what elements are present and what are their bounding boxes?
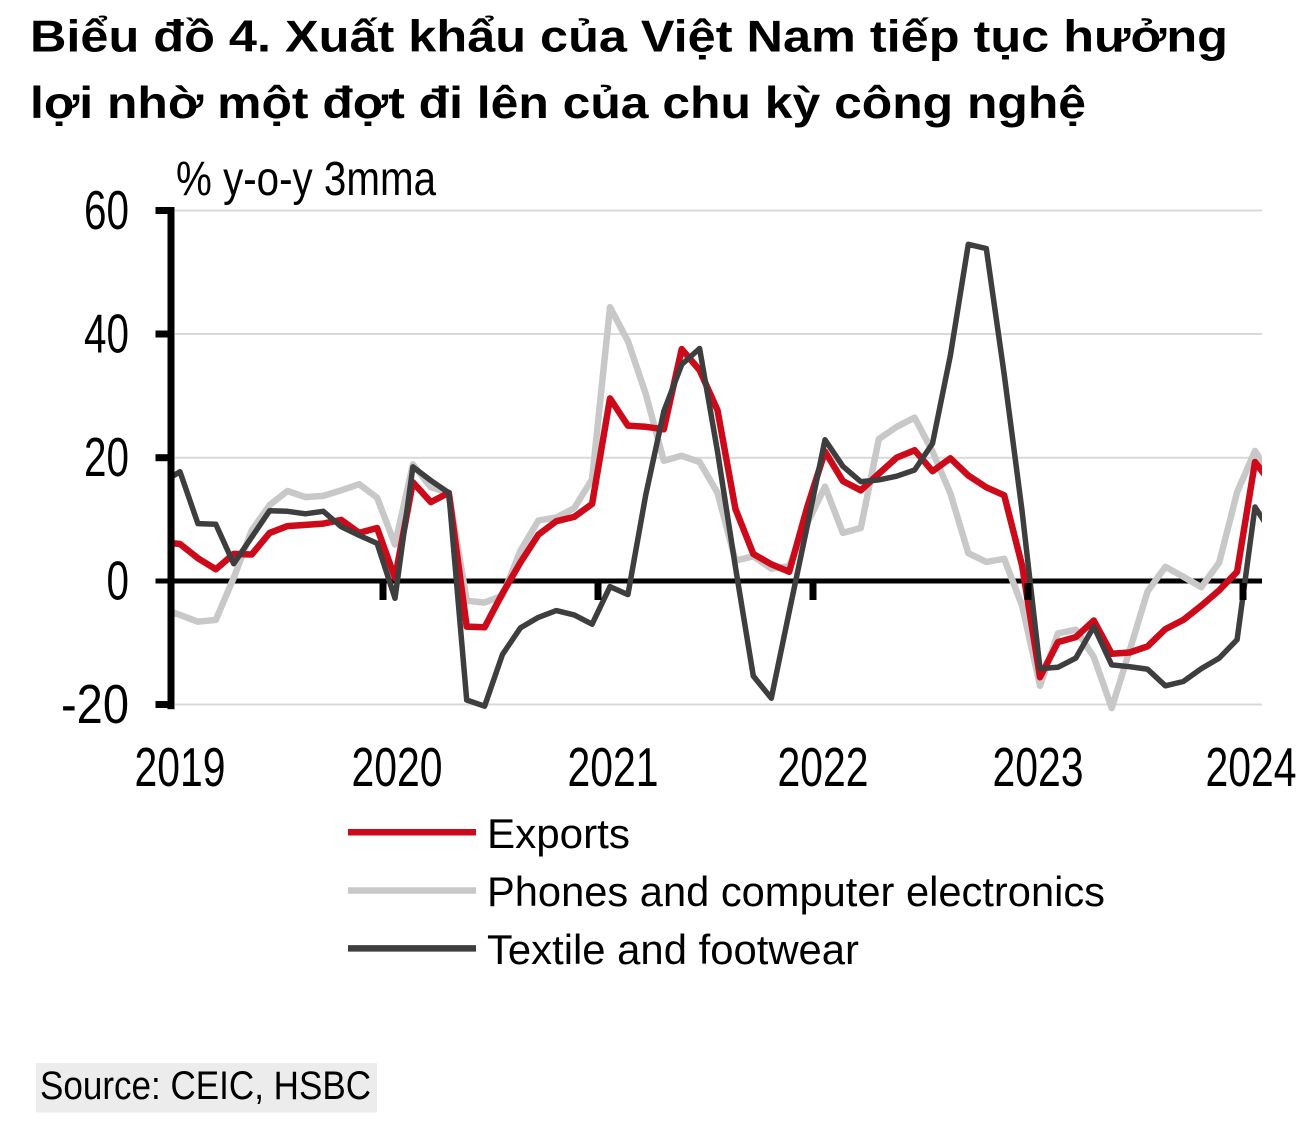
svg-text:2019: 2019 bbox=[135, 736, 226, 798]
svg-text:40: 40 bbox=[84, 303, 129, 365]
svg-text:% y-o-y 3mma: % y-o-y 3mma bbox=[176, 153, 436, 206]
svg-text:lợi nhờ một đợt đi lên của chu: lợi nhờ một đợt đi lên của chu kỳ công n… bbox=[30, 79, 1086, 128]
svg-text:2021: 2021 bbox=[568, 736, 659, 798]
svg-text:-20: -20 bbox=[61, 673, 129, 735]
svg-text:2024: 2024 bbox=[1206, 736, 1297, 798]
svg-text:Biểu đồ 4. Xuất khẩu của Việt: Biểu đồ 4. Xuất khẩu của Việt Nam tiếp t… bbox=[30, 13, 1228, 62]
svg-text:2022: 2022 bbox=[778, 736, 869, 798]
svg-text:2023: 2023 bbox=[993, 736, 1084, 798]
svg-text:Textile and footwear: Textile and footwear bbox=[487, 926, 859, 973]
svg-text:2020: 2020 bbox=[352, 736, 443, 798]
svg-text:20: 20 bbox=[84, 426, 129, 488]
svg-text:Source: CEIC, HSBC: Source: CEIC, HSBC bbox=[40, 1064, 371, 1108]
svg-text:60: 60 bbox=[84, 179, 129, 241]
svg-text:0: 0 bbox=[107, 550, 130, 612]
svg-text:Phones and computer electronic: Phones and computer electronics bbox=[487, 868, 1105, 915]
svg-text:Exports: Exports bbox=[487, 810, 630, 857]
